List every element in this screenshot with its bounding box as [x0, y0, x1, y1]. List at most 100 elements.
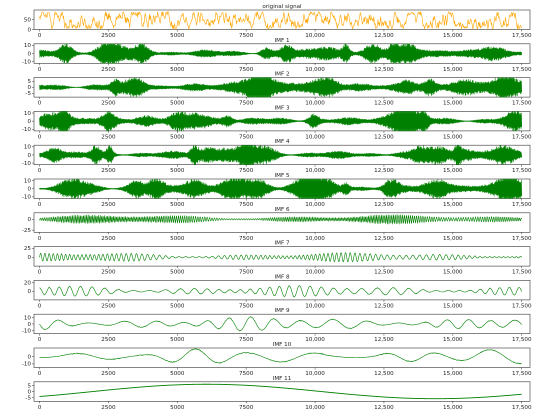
x-tick-label-2-1: 2500 — [101, 101, 116, 107]
x-tick-label-0-4: 10,000 — [305, 33, 325, 39]
x-tick-label-11-4: 10,000 — [305, 405, 325, 411]
x-tick-label-5-3: 7500 — [239, 202, 254, 208]
x-tick-label-6-2: 5000 — [170, 236, 185, 242]
y-tick-label-7-1: 25 — [24, 246, 32, 252]
y-tick-label-11-2: 5 — [27, 383, 31, 389]
x-tick-label-0-7: 17,500 — [512, 33, 532, 39]
panel-frame-7 — [33, 246, 531, 267]
y-tick-label-3-1: 0 — [27, 119, 31, 125]
y-tick-label-6-1: 0 — [27, 217, 31, 223]
x-tick-label-8-0: 0 — [38, 303, 42, 309]
series-line-8 — [39, 285, 523, 298]
x-tick-label-0-0: 0 — [38, 33, 42, 39]
y-tick-label-1-0: -10 — [22, 59, 32, 65]
panel-title-8: IMF 8 — [274, 274, 289, 280]
x-tick-label-9-5: 12,500 — [374, 337, 394, 343]
y-tick-label-0-0: 0 — [27, 27, 31, 33]
x-tick-label-7-1: 2500 — [101, 270, 116, 276]
x-tick-label-2-2: 5000 — [170, 101, 185, 107]
x-tick-label-3-3: 7500 — [239, 134, 254, 140]
x-tick-label-6-5: 12,500 — [374, 236, 394, 242]
x-tick-label-8-3: 7500 — [239, 303, 254, 309]
x-tick-label-9-6: 15,000 — [443, 337, 463, 343]
series-line-9 — [39, 316, 522, 332]
x-tick-label-2-5: 12,500 — [374, 101, 394, 107]
y-tick-label-9-2: 10 — [24, 315, 32, 321]
x-tick-label-11-6: 15,000 — [443, 405, 463, 411]
series-line-7 — [39, 252, 522, 263]
x-tick-label-4-1: 2500 — [101, 168, 116, 174]
panel-title-0: original signal — [262, 4, 302, 10]
panel-frame-0 — [33, 9, 531, 30]
series-line-11 — [39, 383, 522, 400]
x-tick-label-0-5: 12,500 — [374, 33, 394, 39]
x-tick-label-5-4: 10,000 — [305, 202, 325, 208]
x-tick-label-11-0: 0 — [38, 405, 42, 411]
x-tick-label-8-4: 10,000 — [305, 303, 325, 309]
x-tick-label-1-0: 0 — [38, 67, 42, 73]
y-tick-label-10-0: -10 — [22, 362, 32, 368]
x-tick-label-8-6: 15,000 — [443, 303, 463, 309]
x-tick-label-1-5: 12,500 — [374, 67, 394, 73]
y-tick-label-9-0: -10 — [22, 328, 32, 334]
y-tick-label-8-1: 20 — [24, 280, 32, 286]
y-tick-label-2-2: 5 — [27, 79, 31, 85]
x-tick-label-2-7: 17,500 — [512, 101, 532, 107]
x-tick-label-11-7: 17,500 — [512, 405, 532, 411]
panel-frame-8 — [33, 280, 531, 301]
x-tick-label-0-2: 5000 — [170, 33, 185, 39]
x-tick-label-11-3: 7500 — [239, 405, 254, 411]
x-tick-label-7-3: 7500 — [239, 270, 254, 276]
y-tick-label-4-1: 0 — [27, 153, 31, 159]
x-tick-label-2-0: 0 — [38, 101, 42, 107]
y-tick-label-7-0: 0 — [27, 255, 31, 261]
x-tick-label-0-6: 15,000 — [443, 33, 463, 39]
series-line-4 — [39, 144, 523, 165]
y-tick-label-3-0: -10 — [22, 127, 32, 133]
y-tick-label-1-2: 10 — [24, 43, 32, 49]
x-tick-label-7-5: 12,500 — [374, 270, 394, 276]
y-tick-label-0-1: 50 — [24, 18, 32, 24]
series-line-10 — [39, 348, 522, 365]
panel-title-9: IMF 9 — [274, 308, 289, 314]
x-tick-label-5-7: 17,500 — [512, 202, 532, 208]
x-tick-label-1-7: 17,500 — [512, 67, 532, 73]
x-tick-label-2-6: 15,000 — [443, 101, 463, 107]
panel-title-2: IMF 2 — [274, 72, 289, 78]
x-tick-label-10-2: 5000 — [170, 371, 185, 377]
y-tick-label-6-0: -25 — [22, 228, 32, 234]
panel-title-11: IMF 11 — [273, 376, 292, 382]
x-tick-label-6-4: 10,000 — [305, 236, 325, 242]
panel-frame-10 — [33, 347, 531, 368]
x-tick-label-6-6: 15,000 — [443, 236, 463, 242]
x-tick-label-7-0: 0 — [38, 270, 42, 276]
x-tick-label-1-3: 7500 — [239, 67, 254, 73]
panel-title-3: IMF 3 — [274, 105, 289, 111]
series-line-3 — [39, 111, 523, 132]
x-tick-label-10-0: 0 — [38, 371, 42, 377]
x-tick-label-10-3: 7500 — [239, 371, 254, 377]
x-tick-label-4-4: 10,000 — [305, 168, 325, 174]
y-tick-label-2-1: 0 — [27, 85, 31, 91]
x-tick-label-10-5: 12,500 — [374, 371, 394, 377]
y-tick-label-4-2: 10 — [24, 145, 32, 151]
y-tick-label-5-1: 0 — [27, 187, 31, 193]
x-tick-label-8-5: 12,500 — [374, 303, 394, 309]
series-line-2 — [39, 77, 523, 98]
panel-frame-6 — [33, 212, 531, 233]
y-tick-label-11-1: 0 — [27, 389, 31, 395]
panel-title-6: IMF 6 — [274, 207, 289, 213]
series-line-1 — [39, 43, 523, 64]
x-tick-label-10-7: 17,500 — [512, 371, 532, 377]
x-tick-label-8-2: 5000 — [170, 303, 185, 309]
x-tick-label-7-4: 10,000 — [305, 270, 325, 276]
x-tick-label-9-7: 17,500 — [512, 337, 532, 343]
x-tick-label-6-7: 17,500 — [512, 236, 532, 242]
x-tick-label-3-0: 0 — [38, 134, 42, 140]
x-tick-label-9-0: 0 — [38, 337, 42, 343]
x-tick-label-7-6: 15,000 — [443, 270, 463, 276]
x-tick-label-5-5: 12,500 — [374, 202, 394, 208]
y-tick-label-3-2: 10 — [24, 111, 32, 117]
x-tick-label-1-1: 2500 — [101, 67, 116, 73]
x-tick-label-5-1: 2500 — [101, 202, 116, 208]
